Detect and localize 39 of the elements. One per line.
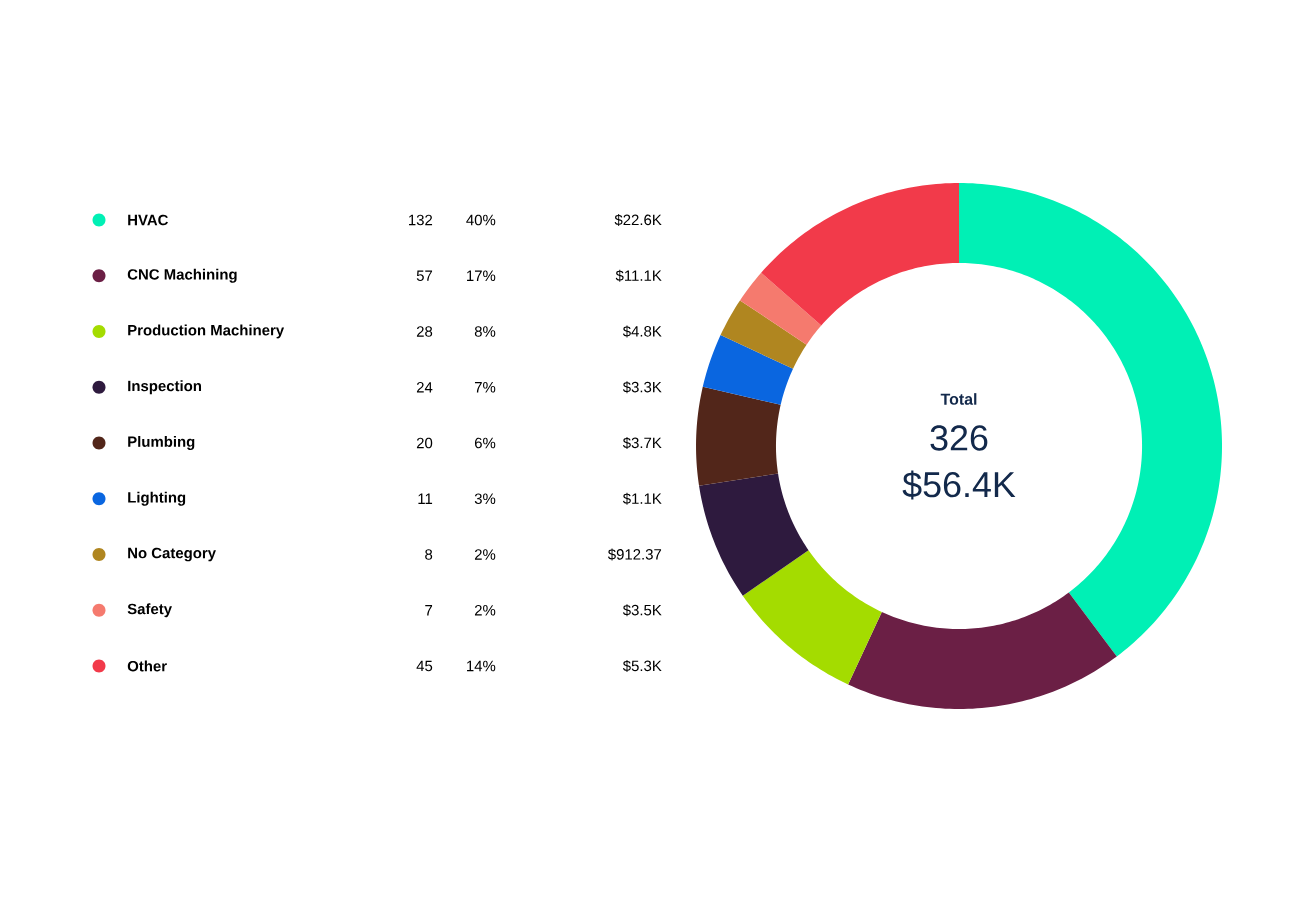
- legend-label: Production Machinery: [128, 324, 285, 339]
- text: 14%: [467, 660, 496, 672]
- legend-label: Lighting: [128, 491, 186, 506]
- data-label: 24: [416, 382, 433, 393]
- data-label: 28: [416, 326, 433, 337]
- text: $912.37: [607, 548, 662, 561]
- legend-label: Safety: [127, 603, 172, 618]
- text: $3.7K: [622, 436, 662, 450]
- legend-label: No Category: [128, 547, 216, 562]
- text: $5.3K: [622, 659, 662, 673]
- data-label: 132: [409, 214, 433, 226]
- text: $22.6K: [614, 213, 662, 227]
- text: $1.1K: [622, 492, 662, 505]
- text: 17%: [467, 270, 496, 281]
- legend-label: CNC Machining: [127, 268, 237, 283]
- text: 3%: [474, 493, 496, 505]
- text: $3.5K: [622, 604, 662, 617]
- data-label: 45: [416, 660, 433, 672]
- text: Total: [940, 393, 977, 405]
- text: 2%: [474, 549, 496, 560]
- text: 8%: [474, 326, 496, 337]
- text: $56.4K: [902, 470, 1016, 500]
- legend-label: HVAC: [128, 214, 169, 226]
- data-label: 7: [425, 605, 433, 616]
- text: $4.8K: [622, 325, 662, 338]
- legend-label: Other: [127, 660, 167, 672]
- legend-label: Plumbing: [128, 436, 195, 450]
- data-label: 20: [416, 437, 433, 449]
- data-label: 8: [425, 549, 433, 560]
- text: 7%: [474, 382, 496, 393]
- text: 326: [930, 425, 988, 451]
- text: 40%: [466, 214, 496, 226]
- data-label: 57: [416, 270, 433, 281]
- data-label: 11: [418, 493, 433, 504]
- text: $11.1K: [615, 269, 662, 282]
- text: $3.3K: [622, 381, 662, 394]
- text: 6%: [474, 437, 496, 449]
- text: 2%: [474, 604, 496, 616]
- legend-label: Inspection: [128, 380, 202, 395]
